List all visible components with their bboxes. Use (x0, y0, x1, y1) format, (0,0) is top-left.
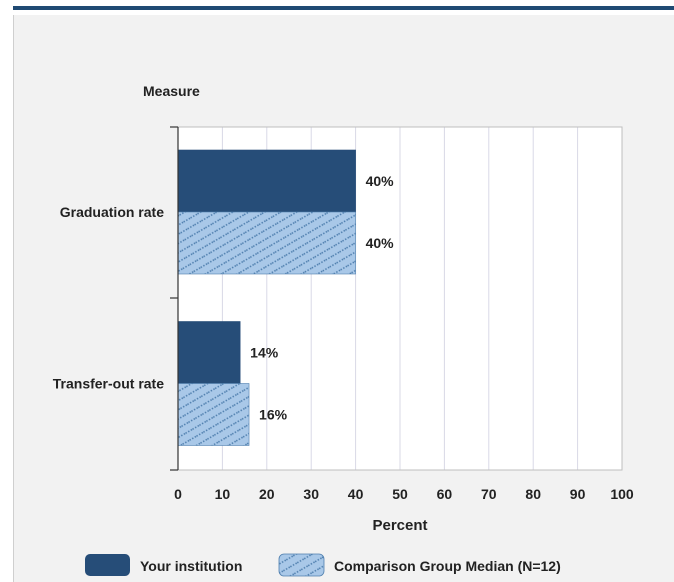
data-label-graduation-rate-your-institution: 40% (366, 173, 395, 189)
data-label-graduation-rate-comparison-group-median-n-12: 40% (366, 235, 395, 251)
x-tick-label-80: 80 (525, 486, 541, 502)
axes (170, 126, 179, 471)
legend: Your institution Comparison Group Median… (85, 553, 561, 577)
legend-label-comparison-median: Comparison Group Median (N=12) (334, 558, 561, 574)
x-tick-label-0: 0 (174, 486, 182, 502)
x-axis-title: Percent (372, 517, 427, 534)
category-label-graduation-rate: Graduation rate (60, 204, 164, 220)
x-tick-label-30: 30 (303, 486, 319, 502)
x-tick-label-40: 40 (348, 486, 364, 502)
legend-swatch-your-institution (85, 554, 130, 576)
x-tick-label-10: 10 (215, 486, 231, 502)
category-labels: Graduation rate Transfer-out rate (53, 204, 164, 392)
x-tick-label-70: 70 (481, 486, 497, 502)
legend-label-your-institution: Your institution (140, 558, 242, 574)
bar-graduation-rate-your-institution (177, 149, 356, 213)
x-tick-label-20: 20 (259, 486, 275, 502)
x-tick-label-100: 100 (610, 486, 634, 502)
data-label-transfer-out-rate-comparison-group-median-n-12: 16% (259, 407, 288, 423)
x-tick-label-50: 50 (392, 486, 408, 502)
top-accent-bar (13, 6, 674, 10)
category-label-transfer-out-rate: Transfer-out rate (53, 376, 164, 392)
legend-swatch-comparison-median (278, 553, 325, 577)
bar-transfer-out-rate-your-institution (177, 321, 241, 384)
y-axis-title: Measure (143, 83, 200, 99)
bar-transfer-out-rate-comparison-group-median-n-12 (177, 383, 250, 446)
bar-graduation-rate-comparison-group-median-n-12 (177, 211, 356, 275)
data-label-transfer-out-rate-your-institution: 14% (250, 345, 279, 361)
x-tick-labels: 0 10 20 30 40 50 60 70 80 90 100 (174, 486, 634, 502)
bars: 40% 40% 14% 16% (177, 149, 395, 446)
x-tick-label-60: 60 (437, 486, 453, 502)
x-tick-label-90: 90 (570, 486, 586, 502)
